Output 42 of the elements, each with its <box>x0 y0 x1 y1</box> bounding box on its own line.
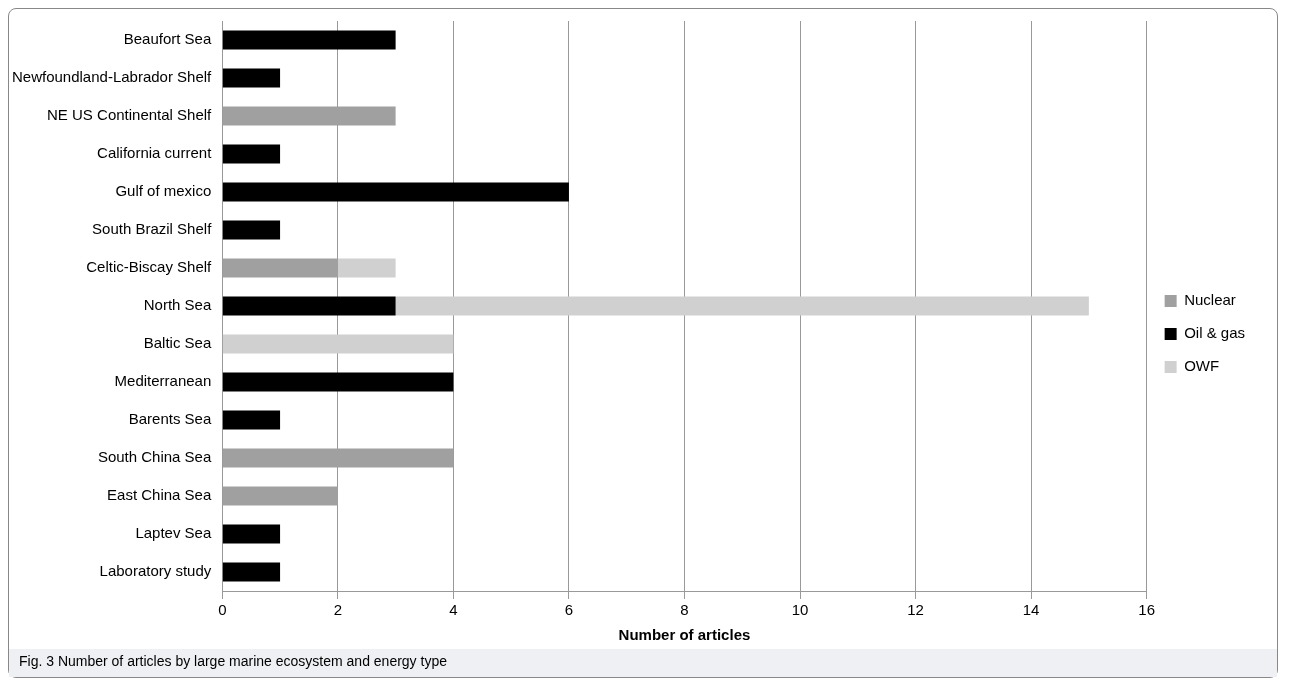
y-tick-label: Newfoundland-Labrador Shelf <box>11 68 213 86</box>
y-tick-label: Beaufort Sea <box>123 30 212 48</box>
x-tick-label: 10 <box>791 601 809 619</box>
x-tick-label: 14 <box>1022 601 1040 619</box>
x-tick-label: 0 <box>218 601 227 619</box>
bar <box>337 258 396 278</box>
legend-label: Nuclear <box>1184 291 1236 309</box>
y-tick-label: NE US Continental Shelf <box>47 106 213 124</box>
bar <box>222 144 281 164</box>
y-tick-label: Mediterranean <box>114 372 212 390</box>
bar <box>222 30 396 50</box>
bar <box>222 410 281 430</box>
caption: Fig. 3 Number of articles by large marine ecosystem and energy type <box>9 649 1277 677</box>
y-tick-label: South Brazil Shelf <box>92 220 213 238</box>
x-tick-label: 16 <box>1138 601 1155 619</box>
x-tick-label: 4 <box>449 601 458 619</box>
y-tick-label: Baltic Sea <box>143 334 212 352</box>
x-axis-title: Number of articles <box>618 626 751 644</box>
legend-label: Oil & gas <box>1184 324 1245 342</box>
x-tick-label: 2 <box>333 601 343 619</box>
bar <box>222 182 569 202</box>
bar <box>222 296 396 316</box>
legend-label: OWF <box>1184 357 1220 375</box>
y-tick-label: Laboratory study <box>99 562 212 580</box>
x-tick-label: 12 <box>907 601 924 619</box>
y-tick-label: South China Sea <box>97 448 212 466</box>
bar <box>222 524 281 544</box>
x-tick-label: 6 <box>564 601 574 619</box>
bar <box>222 68 281 88</box>
bar <box>222 334 454 354</box>
y-tick-label: Laptev Sea <box>135 524 212 542</box>
bar <box>222 562 281 582</box>
y-tick-label: Gulf of mexico <box>115 182 212 200</box>
bar <box>222 372 454 392</box>
y-tick-label: East China Sea <box>107 486 212 504</box>
y-tick-label: Barents Sea <box>128 410 212 428</box>
bar <box>222 220 281 240</box>
bar <box>395 296 1089 316</box>
y-tick-label: North Sea <box>143 296 212 314</box>
y-tick-label: California current <box>97 144 213 162</box>
x-tick-label: 8 <box>680 601 689 619</box>
y-tick-label: Celtic-Biscay Shelf <box>86 258 213 276</box>
